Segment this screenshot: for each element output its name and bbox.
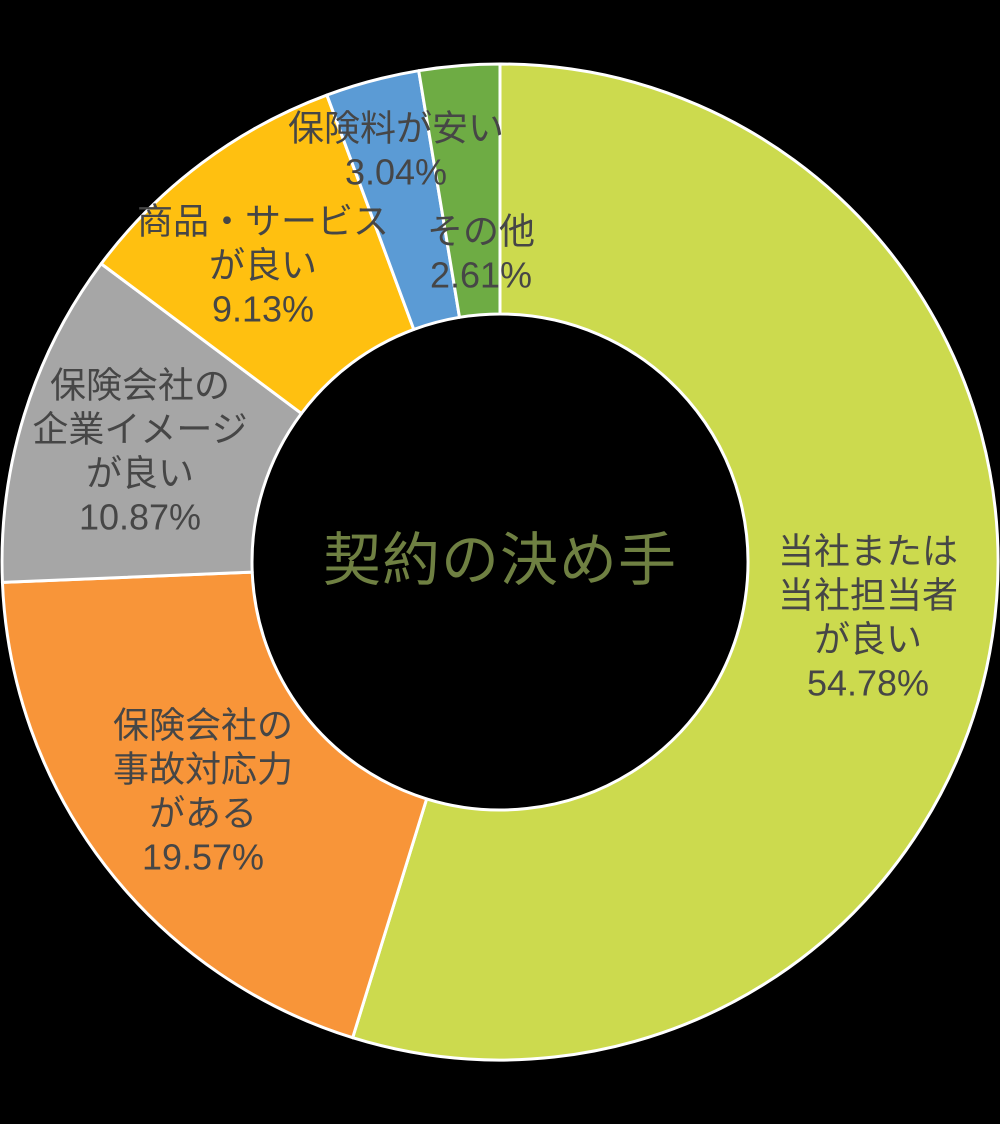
chart-title: 契約の決め手 [322, 528, 678, 593]
segment-label-2: 保険会社の企業イメージが良い 10.87% [32, 365, 247, 538]
donut-segment-1 [0, 570, 429, 1040]
segment-label-4: 保険料が安い 3.04% [288, 108, 504, 193]
segment-label-3: 商品・サービスが良い 9.13% [137, 201, 389, 330]
donut-segment-2 [0, 262, 303, 584]
segment-label-0: 当社または当社担当者が良い 54.78% [778, 531, 958, 704]
donut-segment-5 [417, 62, 502, 319]
donut-segment-0 [351, 62, 1000, 1062]
segment-label-1: 保険会社の事故対応力がある 19.57% [113, 705, 293, 878]
segment-label-5: その他 2.61% [427, 211, 535, 296]
donut-segment-3 [99, 93, 416, 415]
